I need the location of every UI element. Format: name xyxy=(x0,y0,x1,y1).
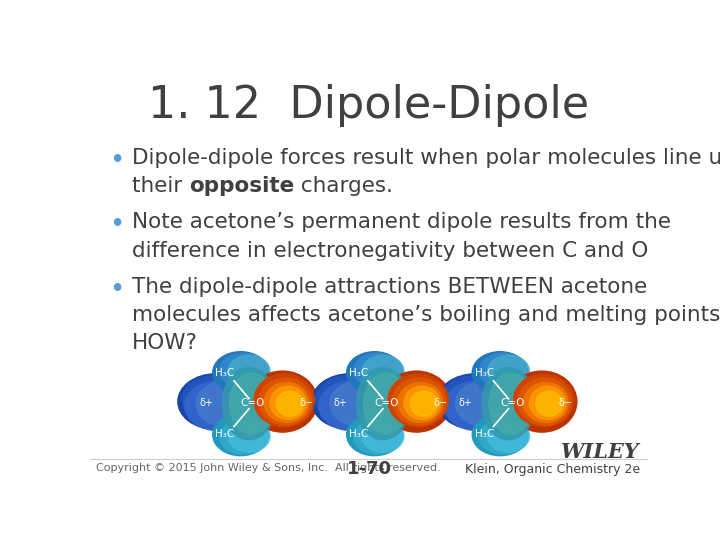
Text: H₃C: H₃C xyxy=(349,429,369,439)
Ellipse shape xyxy=(230,373,274,434)
Text: WILEY: WILEY xyxy=(561,442,639,462)
Ellipse shape xyxy=(404,386,440,420)
Ellipse shape xyxy=(222,368,276,440)
Ellipse shape xyxy=(480,353,526,388)
Ellipse shape xyxy=(196,381,252,426)
Ellipse shape xyxy=(254,374,315,427)
Ellipse shape xyxy=(392,378,446,425)
Ellipse shape xyxy=(213,414,269,456)
Text: charges.: charges. xyxy=(294,176,393,196)
Ellipse shape xyxy=(312,374,387,429)
Text: C=O: C=O xyxy=(500,398,525,408)
Text: Dipole-dipole forces result when polar molecules line up: Dipole-dipole forces result when polar m… xyxy=(132,148,720,168)
Ellipse shape xyxy=(482,368,535,440)
Ellipse shape xyxy=(354,353,401,388)
Ellipse shape xyxy=(228,420,270,452)
Ellipse shape xyxy=(347,414,402,456)
Text: δ−: δ− xyxy=(300,398,313,408)
Ellipse shape xyxy=(264,382,309,422)
Ellipse shape xyxy=(536,391,562,416)
Ellipse shape xyxy=(456,381,511,426)
Ellipse shape xyxy=(444,381,511,431)
Ellipse shape xyxy=(480,420,526,454)
Ellipse shape xyxy=(182,376,243,423)
Text: HOW?: HOW? xyxy=(132,333,198,353)
Ellipse shape xyxy=(487,420,529,452)
Ellipse shape xyxy=(529,386,566,420)
Ellipse shape xyxy=(410,391,437,416)
Ellipse shape xyxy=(213,352,269,393)
Ellipse shape xyxy=(258,378,312,425)
Ellipse shape xyxy=(356,368,410,440)
Text: their: their xyxy=(132,176,189,196)
Ellipse shape xyxy=(382,371,451,432)
Ellipse shape xyxy=(487,355,529,387)
Ellipse shape xyxy=(330,381,386,426)
Text: H₃C: H₃C xyxy=(349,368,369,379)
Text: C=O: C=O xyxy=(374,398,399,408)
Text: H₃C: H₃C xyxy=(215,368,235,379)
Ellipse shape xyxy=(316,376,377,423)
Ellipse shape xyxy=(362,355,404,387)
Ellipse shape xyxy=(472,352,528,393)
Ellipse shape xyxy=(276,391,303,416)
Text: δ+: δ+ xyxy=(199,398,213,408)
Text: 1-70: 1-70 xyxy=(346,460,392,478)
Text: Copyright © 2015 John Wiley & Sons, Inc.  All rights reserved.: Copyright © 2015 John Wiley & Sons, Inc.… xyxy=(96,463,441,473)
Ellipse shape xyxy=(270,386,306,420)
Text: •: • xyxy=(109,212,125,238)
Text: δ−: δ− xyxy=(559,398,573,408)
Text: 1. 12  Dipole-Dipole: 1. 12 Dipole-Dipole xyxy=(148,84,590,126)
Ellipse shape xyxy=(364,373,408,434)
Ellipse shape xyxy=(523,382,568,422)
Ellipse shape xyxy=(518,378,571,425)
Text: The dipole-dipole attractions BETWEEN acetone: The dipole-dipole attractions BETWEEN ac… xyxy=(132,277,647,297)
Text: •: • xyxy=(109,277,125,303)
Ellipse shape xyxy=(220,353,267,388)
Text: δ+: δ+ xyxy=(459,398,472,408)
Ellipse shape xyxy=(437,374,513,429)
Text: δ+: δ+ xyxy=(333,398,347,408)
Text: H₃C: H₃C xyxy=(475,429,494,439)
Text: •: • xyxy=(109,148,125,174)
Ellipse shape xyxy=(513,374,574,427)
Text: difference in electronegativity between C and O: difference in electronegativity between … xyxy=(132,241,648,261)
Ellipse shape xyxy=(248,371,318,432)
Text: δ−: δ− xyxy=(433,398,447,408)
Ellipse shape xyxy=(354,420,401,454)
Text: Klein, Organic Chemistry 2e: Klein, Organic Chemistry 2e xyxy=(464,463,639,476)
Text: H₃C: H₃C xyxy=(215,429,235,439)
Ellipse shape xyxy=(178,374,253,429)
Text: C=O: C=O xyxy=(240,398,265,408)
Text: opposite: opposite xyxy=(189,176,294,196)
Ellipse shape xyxy=(489,373,534,434)
Ellipse shape xyxy=(507,371,577,432)
Text: Note acetone’s permanent dipole results from the: Note acetone’s permanent dipole results … xyxy=(132,212,671,232)
Ellipse shape xyxy=(319,381,386,431)
Text: molecules affects acetone’s boiling and melting points.: molecules affects acetone’s boiling and … xyxy=(132,305,720,325)
Ellipse shape xyxy=(220,420,267,454)
Text: H₃C: H₃C xyxy=(475,368,494,379)
Ellipse shape xyxy=(398,382,443,422)
Ellipse shape xyxy=(441,376,503,423)
Ellipse shape xyxy=(347,352,402,393)
Ellipse shape xyxy=(362,420,404,452)
Ellipse shape xyxy=(228,355,270,387)
Ellipse shape xyxy=(185,381,252,431)
Ellipse shape xyxy=(388,374,449,427)
Ellipse shape xyxy=(472,414,528,456)
